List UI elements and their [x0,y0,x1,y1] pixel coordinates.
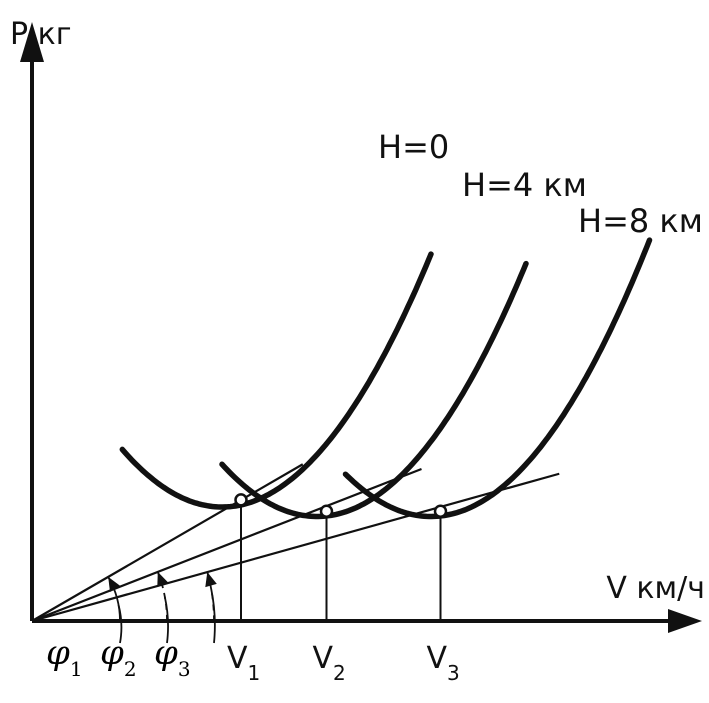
angle-arrow-3 [205,572,217,588]
y-axis-label: P кг [10,17,72,52]
series-label-1: H=0 [378,128,449,166]
tangent-lines [31,463,560,623]
series-label-3: H=8 км [578,202,703,240]
angle-arc-lower-2 [163,596,169,644]
labels: P кг V км/ч H=0 H=4 кмH=8 км V1 V2 V3 φ1 φ2 φ3 [10,17,705,685]
curve-h-1 [119,251,434,510]
tangent-point-3 [433,504,448,519]
tangent-point-2 [319,504,334,519]
angle-arrow-1 [108,576,121,592]
angle-arrow-2 [157,571,169,588]
y-axis-arrow [20,22,44,62]
marks [107,493,448,644]
tangent-point-1 [234,493,248,507]
phi-label-2: φ2 [100,633,137,681]
curve-h-2 [219,260,529,520]
x-axis-label: V км/ч [606,571,705,606]
tangent-line-1 [31,463,304,622]
x-axis-arrow [668,609,702,633]
curve-h-3 [342,237,653,520]
series-label-2: H=4 км [462,166,587,204]
tangent-line-2 [31,467,422,623]
angle-arc-lower-1 [117,604,123,644]
axes [20,22,702,633]
tangent-line-3 [31,472,560,623]
phi-label-1: φ1 [46,633,83,681]
v-label-1: V1 [227,641,260,685]
curves [119,237,653,520]
phi-label-3: φ3 [154,633,191,681]
v-label-3: V3 [427,641,460,685]
angle-arc-lower-3 [210,588,216,644]
v-label-2: V2 [313,641,346,685]
